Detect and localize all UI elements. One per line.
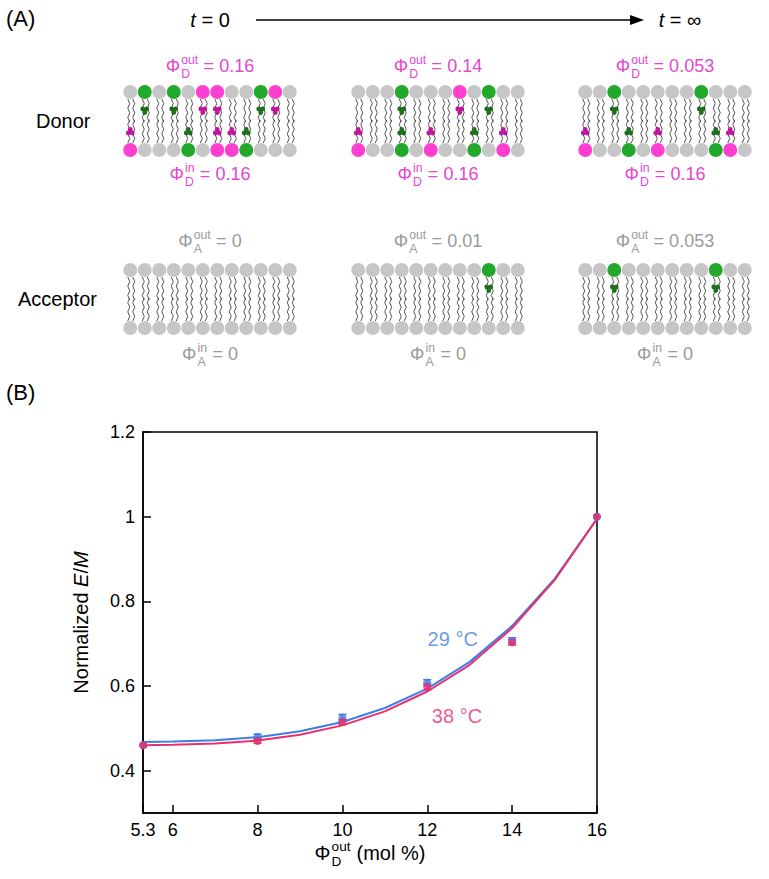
svg-text:D: D	[640, 175, 649, 189]
svg-text:A: A	[194, 242, 203, 256]
svg-text:A: A	[652, 355, 661, 369]
svg-text:in: in	[640, 161, 650, 175]
svg-text:out: out	[409, 53, 427, 67]
svg-text:= 0.16: = 0.16	[428, 164, 479, 184]
svg-text:Φ: Φ	[398, 164, 412, 184]
svg-text:D: D	[413, 175, 422, 189]
svg-text:out: out	[181, 53, 199, 67]
svg-text:6: 6	[168, 820, 178, 840]
svg-text:= 0.01: = 0.01	[432, 231, 483, 251]
svg-text:in: in	[197, 341, 207, 355]
svg-text:Acceptor: Acceptor	[18, 288, 97, 310]
svg-text:Φ: Φ	[182, 344, 196, 364]
svg-text:Normalized: Normalized	[70, 587, 92, 694]
svg-text:= 0.16: = 0.16	[200, 164, 251, 184]
svg-text:A: A	[425, 355, 434, 369]
svg-text:0.8: 0.8	[110, 591, 135, 611]
svg-text:12: 12	[417, 820, 437, 840]
svg-text:out: out	[332, 839, 351, 854]
svg-text:8: 8	[253, 820, 263, 840]
svg-text:= 0.16: = 0.16	[655, 164, 706, 184]
svg-text:1: 1	[125, 507, 135, 527]
svg-text:Φ: Φ	[616, 56, 630, 76]
svg-text:14: 14	[502, 820, 522, 840]
svg-text:= 0: = 0	[667, 344, 693, 364]
svg-text:Φ: Φ	[394, 231, 408, 251]
svg-text:out: out	[194, 228, 212, 242]
svg-text:t = ∞: t = ∞	[659, 9, 702, 31]
svg-text:Φ: Φ	[616, 231, 630, 251]
svg-text:= 0.14: = 0.14	[432, 56, 483, 76]
svg-text:D: D	[185, 175, 194, 189]
svg-text:= 0: = 0	[212, 344, 238, 364]
svg-text:in: in	[413, 161, 423, 175]
svg-text:= 0.053: = 0.053	[654, 231, 715, 251]
svg-text:(B): (B)	[6, 380, 35, 405]
svg-text:out: out	[409, 228, 427, 242]
svg-text:D: D	[409, 67, 418, 81]
svg-text:t = 0: t = 0	[190, 9, 230, 31]
svg-text:A: A	[631, 242, 640, 256]
svg-text:D: D	[631, 67, 640, 81]
svg-text:0.4: 0.4	[110, 761, 135, 781]
svg-text:in: in	[652, 341, 662, 355]
svg-text:D: D	[332, 854, 342, 869]
svg-text:Φ: Φ	[166, 56, 180, 76]
svg-text:Φ: Φ	[178, 231, 192, 251]
svg-text:16: 16	[587, 820, 607, 840]
svg-text:out: out	[631, 53, 649, 67]
svg-text:A: A	[197, 355, 206, 369]
svg-text:Φ: Φ	[637, 344, 651, 364]
svg-text:Donor: Donor	[36, 110, 91, 132]
svg-text:Φ: Φ	[410, 344, 424, 364]
svg-text:1.2: 1.2	[110, 422, 135, 442]
svg-text:10: 10	[332, 820, 352, 840]
svg-text:= 0.053: = 0.053	[654, 56, 715, 76]
svg-text:29 °C: 29 °C	[428, 628, 478, 650]
svg-text:= 0: = 0	[216, 231, 242, 251]
svg-text:A: A	[409, 242, 418, 256]
svg-text:5.3: 5.3	[130, 820, 155, 840]
svg-text:= 0.16: = 0.16	[204, 56, 255, 76]
svg-text:Φ: Φ	[170, 164, 184, 184]
svg-text:Φ: Φ	[394, 56, 408, 76]
svg-text:0.6: 0.6	[110, 676, 135, 696]
svg-text:(A): (A)	[6, 6, 35, 31]
svg-text:= 0: = 0	[440, 344, 466, 364]
svg-text:D: D	[181, 67, 190, 81]
svg-text:in: in	[185, 161, 195, 175]
svg-text:Φ: Φ	[315, 842, 331, 864]
svg-text:in: in	[425, 341, 435, 355]
svg-text:Φ: Φ	[625, 164, 639, 184]
svg-text:out: out	[631, 228, 649, 242]
svg-text:M: M	[70, 551, 92, 568]
svg-text:(mol %): (mol %)	[356, 842, 425, 864]
svg-text:E: E	[70, 573, 92, 587]
svg-text:38 °C: 38 °C	[432, 705, 482, 727]
